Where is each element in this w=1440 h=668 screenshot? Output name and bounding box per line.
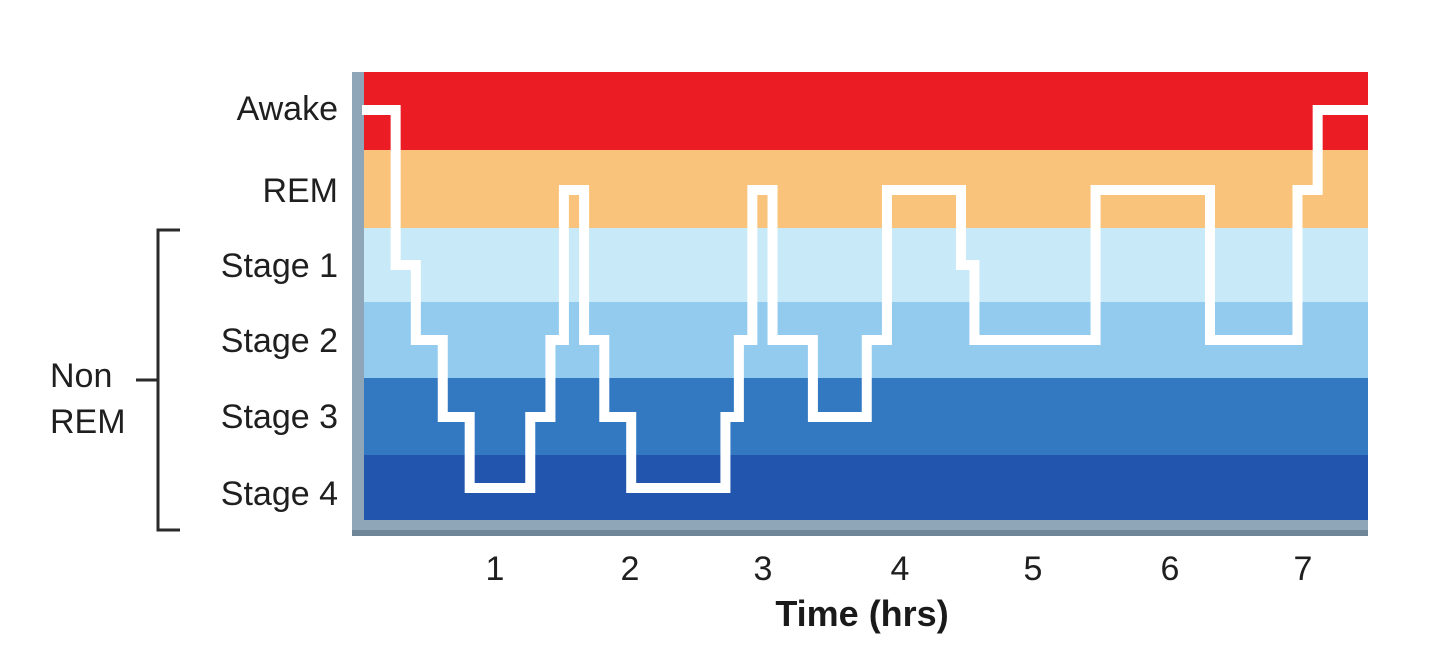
stage-bands bbox=[364, 72, 1368, 520]
band-awake bbox=[364, 72, 1368, 150]
y-label-stage-4: Stage 4 bbox=[220, 475, 338, 513]
non-rem-bracket bbox=[136, 228, 180, 532]
band-rem bbox=[364, 150, 1368, 228]
x-tick-2: 2 bbox=[620, 550, 640, 588]
y-label-stage-2: Stage 2 bbox=[220, 322, 338, 360]
y-label-stage-1: Stage 1 bbox=[220, 247, 338, 285]
y-label-stage-3: Stage 3 bbox=[220, 398, 338, 436]
y-label-rem: REM bbox=[262, 172, 338, 210]
sleep-stage-line bbox=[362, 105, 1368, 493]
x-tick-7: 7 bbox=[1293, 550, 1313, 588]
x-tick-1: 1 bbox=[485, 550, 505, 588]
non-rem-label-line2: REM bbox=[50, 403, 126, 441]
chart-bottom-shadow bbox=[352, 530, 1368, 536]
chart-left-edge bbox=[352, 72, 364, 534]
x-tick-5: 5 bbox=[1023, 550, 1043, 588]
x-tick-4: 4 bbox=[890, 550, 910, 588]
band-stage-1 bbox=[364, 228, 1368, 302]
x-axis-label: Time (hrs) bbox=[775, 593, 949, 634]
x-tick-6: 6 bbox=[1160, 550, 1180, 588]
x-tick-3: 3 bbox=[753, 550, 773, 588]
non-rem-label-line1: Non bbox=[50, 357, 113, 395]
y-label-awake: Awake bbox=[236, 90, 338, 128]
